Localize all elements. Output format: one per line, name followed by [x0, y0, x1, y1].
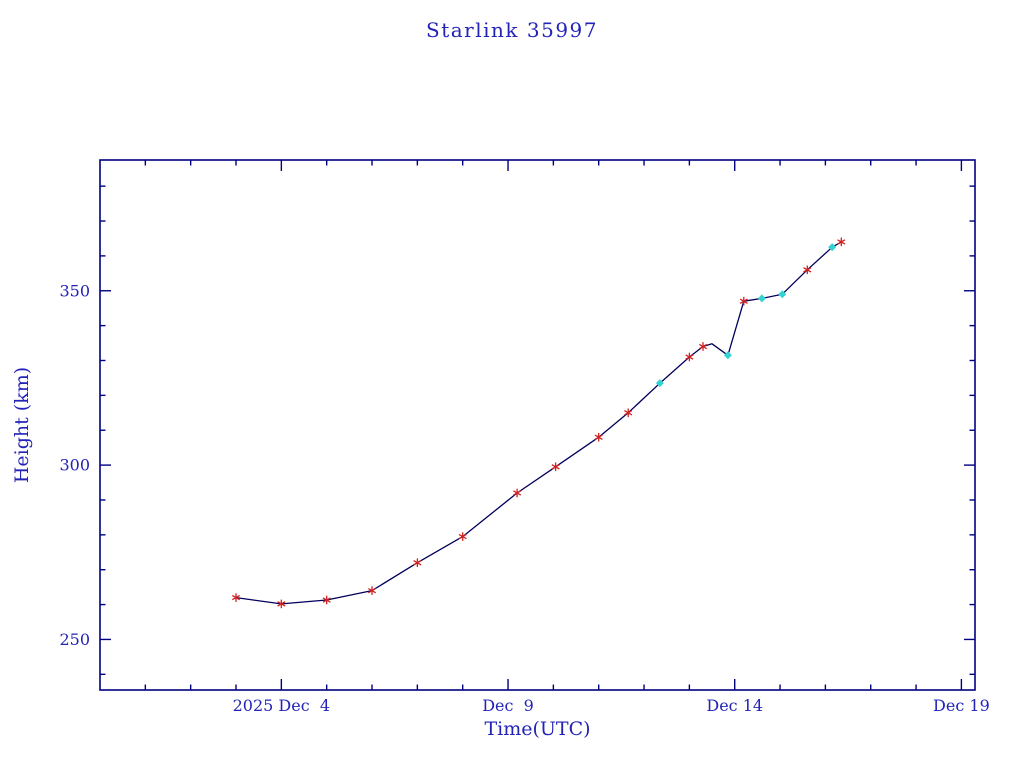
x-tick-label: Dec 9 [482, 696, 534, 715]
data-point-marker-red [624, 410, 633, 416]
data-point-marker-red [739, 298, 748, 304]
y-axis-label: Height (km) [11, 366, 33, 484]
y-tick-label: 300 [59, 456, 90, 475]
chart-title: Starlink 35997 [426, 18, 598, 42]
plot-frame [99, 159, 976, 691]
data-point-marker-red [551, 464, 560, 470]
data-point-marker-red [513, 490, 522, 496]
x-axis-label: Time(UTC) [484, 718, 591, 740]
x-tick-label: Dec 19 [933, 696, 990, 715]
data-point-marker-red [277, 601, 286, 607]
data-point-marker-cyan [757, 294, 766, 303]
data-point-marker-red [698, 343, 708, 350]
x-tick-label: Dec 14 [706, 696, 763, 715]
data-point-marker-red [685, 354, 694, 360]
data-point-marker-cyan [655, 379, 664, 388]
x-tick-label: 2025 Dec 4 [233, 696, 330, 715]
data-point-marker-cyan [828, 243, 837, 252]
height-curve [235, 241, 842, 605]
y-tick-label: 250 [59, 630, 90, 649]
data-point-marker-red [367, 587, 377, 594]
y-tick-label: 350 [59, 281, 90, 300]
data-point-marker-red [837, 239, 846, 245]
data-point-marker-red [594, 434, 603, 440]
data-point-marker-red [413, 560, 422, 566]
data-point-marker-red [231, 594, 241, 601]
data-point-marker-cyan [778, 290, 787, 299]
data-point-marker-red [803, 267, 812, 273]
data-point-marker-cyan [723, 351, 732, 360]
data-point-marker-red [458, 533, 467, 540]
data-point-marker-red [322, 597, 331, 603]
